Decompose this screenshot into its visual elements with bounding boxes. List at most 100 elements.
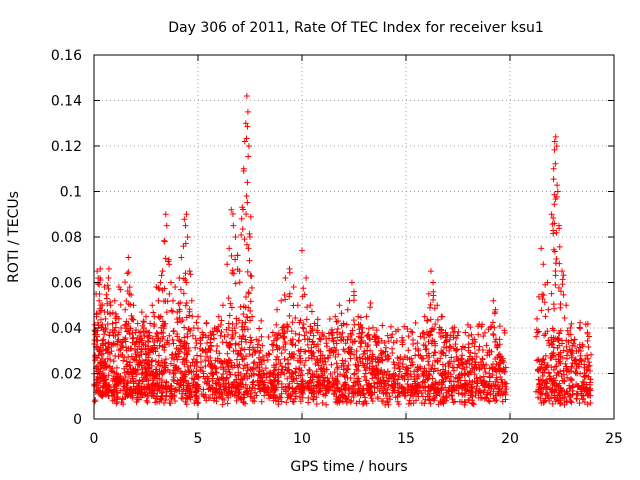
data-point — [228, 335, 235, 342]
data-point — [547, 385, 554, 392]
data-point — [411, 378, 418, 385]
data-point — [453, 383, 460, 390]
data-point — [170, 297, 177, 304]
data-point — [227, 371, 234, 378]
data-point — [353, 355, 360, 362]
data-point — [248, 365, 255, 372]
data-point — [288, 328, 295, 335]
data-point — [130, 380, 137, 387]
data-point — [160, 369, 167, 376]
data-point — [103, 347, 110, 354]
data-point — [352, 361, 359, 368]
data-point — [225, 379, 232, 386]
data-point — [427, 328, 434, 335]
data-point — [289, 341, 296, 348]
data-point — [385, 401, 392, 408]
data-point — [584, 355, 591, 362]
data-point — [153, 366, 160, 373]
data-point — [240, 167, 247, 174]
data-point — [290, 302, 297, 309]
data-point — [357, 343, 364, 350]
data-point — [177, 376, 184, 383]
data-point — [204, 339, 211, 346]
data-point — [195, 399, 202, 406]
data-point — [258, 333, 265, 340]
data-point — [327, 370, 334, 377]
data-point — [419, 330, 426, 337]
data-point — [344, 306, 351, 313]
data-point — [232, 329, 239, 336]
data-point — [177, 368, 184, 375]
data-point — [170, 340, 177, 347]
data-point — [333, 395, 340, 402]
data-point — [114, 389, 121, 396]
data-point — [549, 341, 556, 348]
data-point — [550, 165, 557, 172]
data-point — [556, 260, 563, 267]
data-point — [169, 336, 176, 343]
data-point — [205, 358, 212, 365]
data-point — [226, 312, 233, 319]
data-point — [203, 397, 210, 404]
data-point — [243, 370, 250, 377]
data-point — [223, 376, 230, 383]
data-point — [328, 361, 335, 368]
data-point — [144, 399, 151, 406]
data-point — [244, 314, 251, 321]
data-point — [479, 355, 486, 362]
data-point — [539, 369, 546, 376]
data-point — [330, 391, 337, 398]
data-point — [229, 364, 236, 371]
data-point — [478, 394, 485, 401]
data-point — [252, 348, 259, 355]
data-point — [496, 323, 503, 330]
data-point — [389, 349, 396, 356]
data-point — [565, 338, 572, 345]
data-point — [115, 329, 122, 336]
data-point — [143, 313, 149, 320]
data-point — [119, 395, 126, 402]
data-point — [481, 365, 488, 372]
data-point — [300, 321, 307, 328]
data-point — [247, 307, 254, 314]
data-point — [538, 361, 545, 368]
data-point — [261, 357, 268, 364]
data-point — [280, 343, 287, 350]
data-point — [405, 400, 412, 407]
data-point — [497, 374, 504, 381]
data-point — [228, 387, 235, 394]
data-point — [236, 381, 243, 388]
data-point — [192, 344, 199, 351]
data-point — [395, 373, 402, 380]
data-point — [477, 359, 484, 366]
data-point — [246, 385, 253, 392]
data-point — [186, 312, 193, 319]
data-point — [587, 399, 594, 406]
data-point — [451, 324, 458, 331]
data-point — [441, 339, 448, 346]
data-point — [240, 332, 247, 339]
chart-title: Day 306 of 2011, Rate Of TEC Index for r… — [168, 20, 544, 36]
data-point — [224, 261, 231, 268]
data-point — [165, 258, 172, 265]
data-point — [134, 361, 141, 368]
data-point — [343, 369, 350, 376]
data-point — [129, 329, 136, 336]
y-tick-label: 0.16 — [51, 48, 82, 64]
data-point — [127, 325, 134, 332]
data-point — [122, 373, 129, 380]
data-point — [553, 229, 560, 236]
data-point — [480, 333, 487, 340]
data-point — [430, 395, 437, 402]
data-point — [154, 330, 161, 337]
data-point — [584, 330, 591, 337]
y-tick-label: 0.08 — [51, 230, 82, 246]
data-point — [556, 392, 563, 399]
data-point — [309, 370, 316, 377]
data-point — [542, 281, 549, 288]
data-point — [299, 247, 305, 254]
data-point — [171, 378, 178, 385]
data-point — [219, 302, 226, 309]
data-point — [159, 392, 166, 399]
data-point — [330, 337, 337, 344]
